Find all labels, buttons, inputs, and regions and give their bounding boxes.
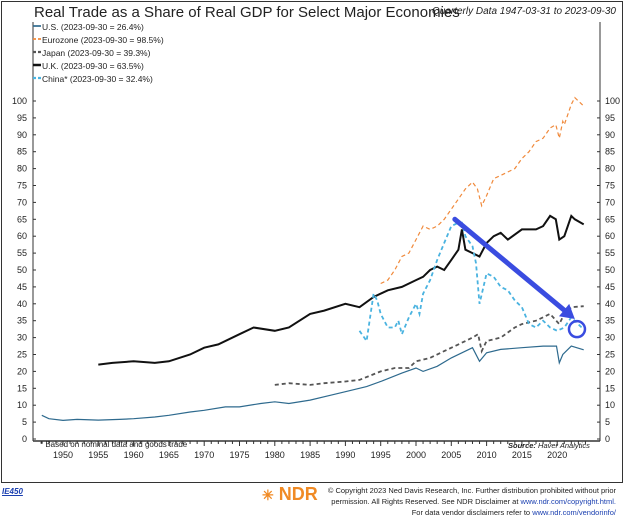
series-line-4 <box>358 221 585 344</box>
x-tick-label: 1995 <box>371 450 391 460</box>
y-tick-label-left: 75 <box>17 181 27 191</box>
y-tick-label-right: 80 <box>605 164 615 174</box>
copyright-text: permission. All Rights Reserved. See NDR… <box>331 497 519 506</box>
annotation-circle <box>567 319 587 339</box>
y-tick-label-left: 95 <box>17 113 27 123</box>
y-tick-label-left: 80 <box>17 164 27 174</box>
y-tick-label-right: 30 <box>605 333 615 343</box>
y-tick-label-left: 40 <box>17 299 27 309</box>
source-label: Source: <box>508 441 536 450</box>
x-tick-label: 2000 <box>406 450 426 460</box>
y-tick-label-right: 0 <box>605 434 610 444</box>
series-line-0 <box>41 345 584 422</box>
legend-japan: Japan (2023-09-30 = 39.3%) <box>42 48 151 58</box>
x-tick-label: 2005 <box>441 450 461 460</box>
y-tick-label-right: 45 <box>605 282 615 292</box>
y-tick-label-right: 60 <box>605 231 615 241</box>
x-tick-label: 1975 <box>229 450 249 460</box>
y-tick-label-right: 50 <box>605 265 615 275</box>
y-tick-label-left: 45 <box>17 282 27 292</box>
y-tick-label-right: 75 <box>605 181 615 191</box>
x-tick-label: 1985 <box>300 450 320 460</box>
x-tick-label: 1965 <box>159 450 179 460</box>
y-tick-label-right: 40 <box>605 299 615 309</box>
legend-china: China* (2023-09-30 = 32.4%) <box>42 74 153 84</box>
x-tick-label: 1990 <box>335 450 355 460</box>
y-tick-label-left: 30 <box>17 333 27 343</box>
y-tick-label-right: 95 <box>605 113 615 123</box>
y-tick-label-left: 60 <box>17 231 27 241</box>
bull-icon: ✳ <box>262 487 274 503</box>
vendor-link[interactable]: www.ndr.com/vendorinfo/ <box>532 508 616 516</box>
y-tick-label-right: 15 <box>605 383 615 393</box>
legend-uk: U.K. (2023-09-30 = 63.5%) <box>42 61 144 71</box>
y-tick-label-left: 55 <box>17 248 27 258</box>
annotation-arrow <box>452 216 567 313</box>
vendor-line: For data vendor disclaimers refer to www… <box>412 508 616 516</box>
ndr-logo: ✳ NDR <box>262 484 318 505</box>
y-tick-label-left: 35 <box>17 316 27 326</box>
copyright-line-1: © Copyright 2023 Ned Davis Research, Inc… <box>327 486 616 495</box>
copyright-link[interactable]: www.ndr.com/copyright.html. <box>520 497 616 506</box>
y-tick-label-right: 10 <box>605 400 615 410</box>
y-tick-label-left: 100 <box>12 96 27 106</box>
y-tick-label-left: 0 <box>22 434 27 444</box>
x-tick-label: 1970 <box>194 450 214 460</box>
y-tick-label-right: 55 <box>605 248 615 258</box>
x-tick-label: 1950 <box>53 450 73 460</box>
y-tick-label-right: 35 <box>605 316 615 326</box>
y-tick-label-left: 50 <box>17 265 27 275</box>
x-tick-label: 2015 <box>512 450 532 460</box>
y-tick-label-right: 70 <box>605 197 615 207</box>
chart-title: Real Trade as a Share of Real GDP for Se… <box>34 4 460 21</box>
y-tick-label-right: 5 <box>605 417 610 427</box>
y-tick-label-right: 25 <box>605 350 615 360</box>
copyright-line-2: permission. All Rights Reserved. See NDR… <box>331 497 616 506</box>
series-line-2 <box>274 305 584 386</box>
source-note: Source: Haver Analytics <box>508 441 590 450</box>
logo-text: NDR <box>278 484 318 504</box>
series-line-3 <box>98 214 585 366</box>
series-line-1 <box>380 96 585 285</box>
legend-eurozone: Eurozone (2023-09-30 = 98.5%) <box>42 35 164 45</box>
y-tick-label-right: 65 <box>605 214 615 224</box>
vendor-text: For data vendor disclaimers refer to <box>411 508 531 516</box>
y-tick-label-right: 20 <box>605 366 615 376</box>
y-tick-label-left: 85 <box>17 147 27 157</box>
chart-code-link[interactable]: IE450 <box>2 487 23 496</box>
chart-frame <box>1 1 623 483</box>
y-tick-label-left: 5 <box>22 417 27 427</box>
y-tick-label-right: 85 <box>605 147 615 157</box>
legend-us: U.S. (2023-09-30 = 26.4%) <box>42 22 144 32</box>
y-tick-label-left: 25 <box>17 350 27 360</box>
y-tick-label-right: 100 <box>605 96 620 106</box>
y-tick-label-left: 70 <box>17 197 27 207</box>
y-tick-label-left: 20 <box>17 366 27 376</box>
y-tick-label-left: 65 <box>17 214 27 224</box>
x-tick-label: 1955 <box>88 450 108 460</box>
y-tick-label-left: 10 <box>17 400 27 410</box>
y-tick-label-left: 15 <box>17 383 27 393</box>
annotation-arrowhead <box>558 303 575 320</box>
chart-subtitle: Quarterly Data 1947-03-31 to 2023-09-30 <box>431 6 616 17</box>
footnote: * Based on nominal data and goods trade <box>40 440 188 449</box>
x-tick-label: 2010 <box>477 450 497 460</box>
y-tick-label-right: 90 <box>605 130 615 140</box>
y-tick-label-left: 90 <box>17 130 27 140</box>
x-tick-label: 2020 <box>547 450 567 460</box>
source-value: Haver Analytics <box>538 441 590 450</box>
x-tick-label: 1960 <box>124 450 144 460</box>
x-tick-label: 1980 <box>265 450 285 460</box>
